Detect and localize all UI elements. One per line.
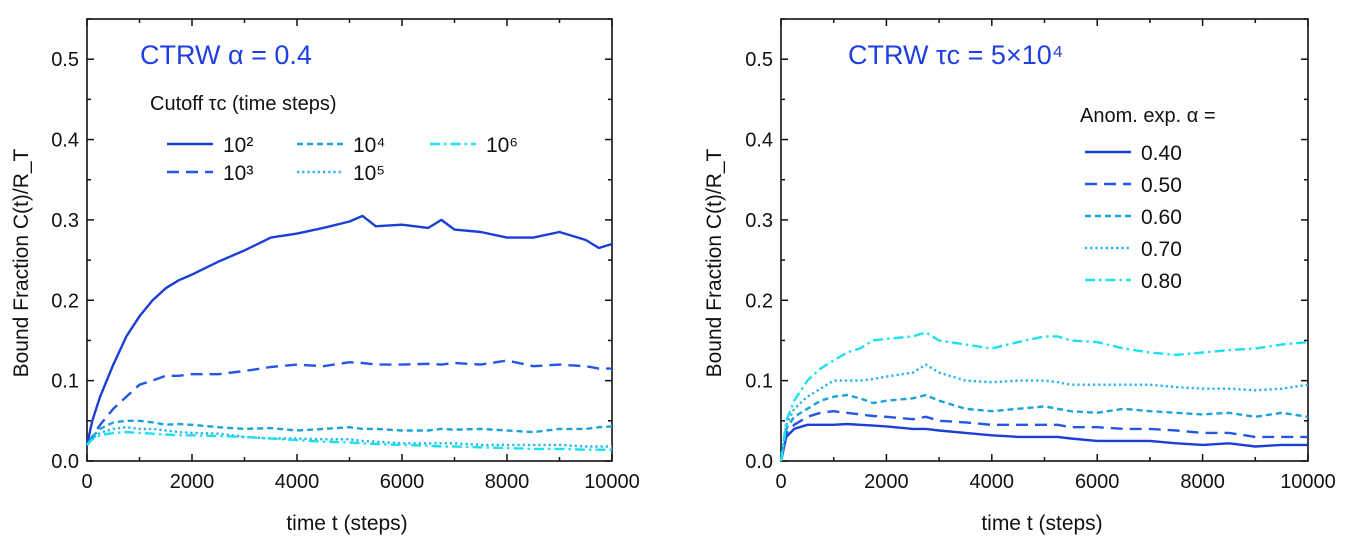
- y-axis-label-left: Bound Fraction C(t)/R_T: [10, 148, 33, 377]
- x-axis-label-right: time t (steps): [981, 512, 1102, 535]
- legend-label-right-1: 0.40: [1141, 142, 1182, 165]
- series-line-right-1: [779, 422, 1308, 462]
- x-tick-label-right: 10000: [1280, 471, 1336, 493]
- series-line-right-2: [779, 410, 1308, 462]
- legend-label-right-3: 0.60: [1141, 206, 1182, 229]
- y-axis-label-right: Bound Fraction C(t)/R_T: [703, 148, 726, 377]
- x-tick-label-right: 8000: [1180, 471, 1225, 493]
- x-tick-label-left: 2000: [170, 471, 215, 493]
- x-axis-label-left: time t (steps): [286, 512, 407, 535]
- series-line-left-5: [86, 430, 612, 451]
- legend-label-left-4: 10⁵: [353, 162, 385, 185]
- chart-panel-left: Bound Fraction C(t)/R_T time t (steps) C…: [10, 18, 640, 535]
- y-tick-label-right: 0.0: [745, 451, 773, 473]
- y-tick-label-left: 0.5: [51, 49, 79, 71]
- x-tick-label-left: 8000: [485, 471, 530, 493]
- y-tick-label-right: 0.4: [745, 130, 773, 152]
- legend-label-left-1: 10²: [223, 134, 253, 157]
- legend-label-left-2: 10³: [223, 162, 253, 185]
- legend-title-left: Cutoff τc (time steps): [150, 93, 336, 115]
- y-tick-label-left: 0.1: [51, 371, 79, 393]
- x-tick-label-left: 6000: [380, 471, 425, 493]
- panel-title-right: CTRW τc = 5×10⁴: [848, 40, 1063, 70]
- x-tick-label-right: 2000: [864, 471, 909, 493]
- y-tick-label-left: 0.3: [51, 210, 79, 232]
- series-line-right-3: [779, 393, 1309, 462]
- y-tick-label-right: 0.1: [745, 371, 773, 393]
- series-line-left-4: [86, 426, 612, 448]
- legend-label-right-2: 0.50: [1141, 174, 1182, 197]
- y-tick-label-right: 0.2: [745, 290, 773, 312]
- x-tick-label-right: 4000: [970, 471, 1015, 493]
- y-tick-label-left: 0.0: [51, 451, 79, 473]
- series-line-left-1: [85, 214, 613, 446]
- y-tick-label-right: 0.5: [745, 49, 773, 71]
- y-tick-label-right: 0.3: [745, 210, 773, 232]
- series-line-right-4: [779, 363, 1309, 462]
- legend-label-left-3: 10⁴: [353, 134, 385, 157]
- legend-label-right-5: 0.80: [1141, 270, 1182, 293]
- panel-title-left: CTRW α = 0.4: [140, 40, 312, 70]
- x-tick-label-left: 0: [81, 471, 92, 493]
- x-tick-label-left: 10000: [584, 471, 640, 493]
- legend-title-right: Anom. exp. α =: [1080, 105, 1216, 127]
- series-line-right-5: [779, 331, 1309, 462]
- legend-label-left-5: 10⁶: [486, 134, 518, 157]
- y-tick-label-left: 0.4: [51, 130, 79, 152]
- x-tick-label-left: 4000: [275, 471, 320, 493]
- chart-panel-right: Bound Fraction C(t)/R_T time t (steps) C…: [703, 18, 1336, 535]
- x-tick-label-right: 6000: [1075, 471, 1120, 493]
- y-tick-label-left: 0.2: [51, 290, 79, 312]
- legend-label-right-4: 0.70: [1141, 238, 1182, 261]
- series-line-left-2: [85, 359, 612, 446]
- x-tick-label-right: 0: [775, 471, 786, 493]
